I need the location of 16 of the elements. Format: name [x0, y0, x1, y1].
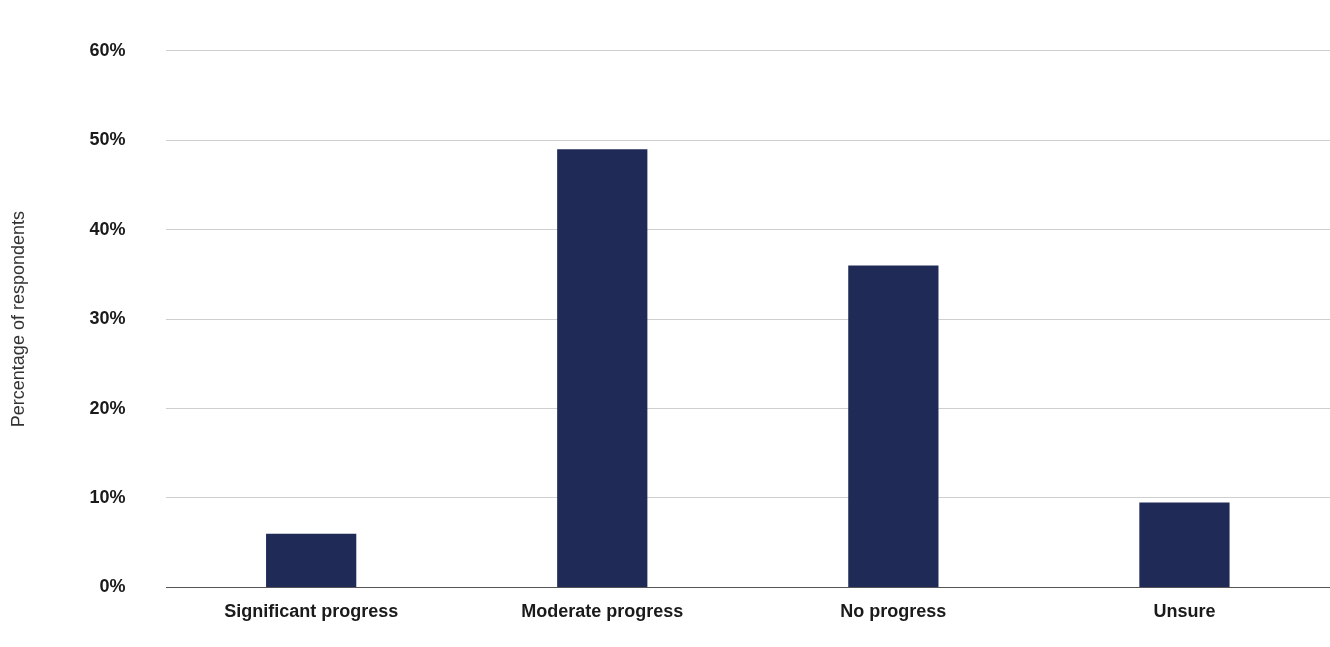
y-tick-label: 20%: [89, 397, 126, 418]
x-tick-label: No progress: [840, 601, 947, 622]
bar: [557, 149, 648, 587]
y-tick-label: 60%: [89, 39, 126, 60]
y-tick-label: 10%: [89, 486, 126, 507]
x-tick-label: Significant progress: [224, 601, 399, 622]
y-tick-label: 40%: [89, 218, 126, 239]
bar: [1139, 502, 1230, 587]
x-tick-label: Unsure: [1153, 601, 1216, 622]
y-tick-label: 0%: [99, 576, 126, 597]
y-tick-label: 50%: [89, 129, 126, 150]
y-axis-title: Percentage of respondents: [7, 211, 28, 428]
bar: [848, 265, 939, 587]
bar: [266, 533, 357, 587]
y-tick-label: 30%: [89, 308, 126, 329]
x-tick-label: Moderate progress: [521, 601, 684, 622]
